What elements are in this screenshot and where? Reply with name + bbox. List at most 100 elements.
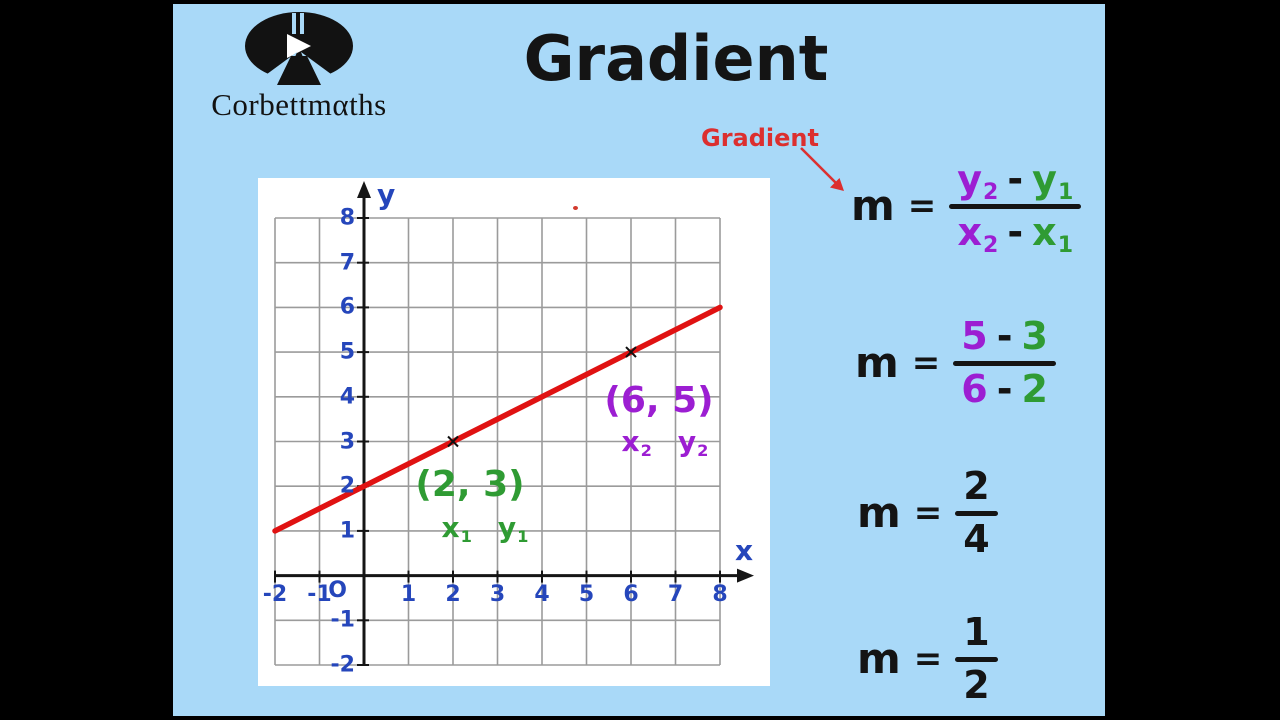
term-subscript: 1 (1057, 232, 1074, 258)
fraction-numerator: 2 (955, 464, 997, 510)
term-subscript: 2 (983, 232, 999, 258)
y-tick-label: 2 (339, 473, 355, 499)
y-tick-label: 4 (339, 384, 355, 410)
gradient-annotation-label: Gradient (701, 124, 819, 152)
point-label: (2, 3) (415, 464, 525, 505)
fraction-numerator: 5-3 (953, 314, 1056, 360)
term: 6 (961, 366, 988, 411)
term: 2 (963, 464, 990, 508)
x-tick-label: 1 (400, 582, 417, 607)
term-subscript: 2 (697, 441, 709, 461)
formula-gradient-definition: m = y2- y1 x2- x1 (851, 157, 1082, 258)
slide: Corbettmαths Gradient y x -2 -1 1 2 3 4 5 6 7 8 8 7… (173, 4, 1105, 716)
x-tick-label: -2 (262, 582, 288, 607)
point-sublabel: x1 y1 (441, 511, 529, 547)
fraction-numerator: y2- y1 (949, 157, 1081, 206)
term: 1 (963, 610, 990, 654)
fraction: y2- y1 x2- x1 (949, 157, 1082, 258)
y-tick-label: 3 (339, 429, 355, 454)
equals-sign: = (907, 186, 937, 227)
x-tick-label: 5 (578, 582, 595, 607)
corbettmaths-logo-icon (245, 12, 353, 86)
red-speck (573, 206, 578, 210)
term: - (996, 366, 1013, 411)
term-subscript: 1 (460, 527, 472, 547)
formula-result-1-over-2: m = 1 2 (857, 610, 998, 708)
y-tick-label: 1 (339, 518, 355, 544)
y-tick-label: -2 (330, 652, 355, 678)
x-tick-label: 6 (623, 582, 639, 607)
formula-lhs: m (857, 488, 901, 538)
term: 5 (961, 314, 988, 358)
x-tick-label: 7 (667, 582, 684, 607)
x-axis-arrowhead (737, 568, 754, 583)
formula-substituted-values: m = 5-3 6-2 (855, 314, 1056, 412)
term: y1 (1032, 157, 1074, 206)
x-axis-label: x (735, 534, 754, 567)
fraction: 2 4 (955, 464, 998, 563)
point-label: (6, 5) (604, 380, 714, 421)
point-marker (447, 435, 459, 448)
term: x1 (1032, 209, 1074, 258)
term: 4 (963, 516, 990, 561)
origin-label: O (328, 578, 347, 603)
formula-lhs: m (855, 338, 899, 388)
letterbox-right (1105, 0, 1280, 720)
equals-sign: = (913, 639, 943, 680)
formula-fraction-2-over-4: m = 2 4 (857, 464, 998, 562)
fraction-numerator: 1 (955, 610, 997, 656)
term-subscript: 1 (517, 527, 529, 547)
fraction-denominator: x2- x1 (949, 209, 1081, 258)
x-tick-label: 2 (445, 582, 461, 607)
x-tick-label: 4 (534, 582, 550, 607)
fraction-bar (949, 203, 1082, 209)
term: x2 (621, 425, 652, 461)
term: 2 (963, 662, 990, 707)
x-tick-label: -1 (307, 582, 332, 607)
y-tick-label: 7 (339, 250, 355, 276)
formula-lhs: m (857, 634, 901, 684)
fraction: 1 2 (955, 610, 998, 709)
point-marker (625, 346, 637, 358)
y-axis-label: y (377, 178, 396, 211)
formula-lhs: m (851, 181, 895, 231)
fraction-bar (953, 360, 1056, 366)
corbettmaths-logo: Corbettmαths (187, 10, 411, 123)
fraction-denominator: 4 (955, 517, 997, 563)
term-subscript: 2 (983, 180, 999, 206)
y-axis-arrowhead (357, 181, 371, 198)
fraction-denominator: 6-2 (953, 367, 1056, 413)
term: 2 (1021, 366, 1048, 411)
y-tick-label: -1 (330, 607, 355, 633)
term: x2 (957, 209, 999, 258)
x-tick-label: 8 (712, 582, 728, 607)
term: 3 (1021, 314, 1048, 358)
logo-text: Corbettmαths (211, 87, 387, 122)
y-tick-label: 6 (339, 294, 355, 320)
y-tick-label: 8 (339, 205, 355, 231)
term: y1 (497, 511, 529, 547)
graph-panel: y x -2 -1 1 2 3 4 5 6 7 8 8 7 6 5 4 3 2 1 -1 -2 O (2, 3) x1 y1 (… (258, 178, 770, 686)
term-subscript: 1 (1057, 180, 1074, 206)
term: - (1007, 157, 1024, 201)
fraction-bar (955, 656, 998, 662)
fraction-bar (955, 510, 998, 516)
y-tick-label: 5 (339, 339, 355, 365)
graph-plot (272, 181, 754, 666)
equals-sign: = (913, 493, 943, 534)
term: y2 (957, 157, 999, 206)
term-subscript: 2 (640, 441, 652, 461)
equals-sign: = (911, 343, 941, 384)
fraction: 5-3 6-2 (953, 314, 1056, 412)
letterbox-left (0, 0, 173, 720)
term: - (1007, 209, 1024, 254)
term: x1 (441, 511, 472, 547)
x-tick-label: 3 (489, 582, 506, 607)
term: y2 (677, 425, 709, 461)
fraction-denominator: 2 (955, 663, 997, 709)
page-title: Gradient (523, 22, 829, 95)
plotted-line (272, 304, 723, 534)
term: - (996, 314, 1013, 358)
point-sublabel: x2 y2 (621, 425, 709, 461)
gradient-annotation-arrow (800, 147, 844, 191)
